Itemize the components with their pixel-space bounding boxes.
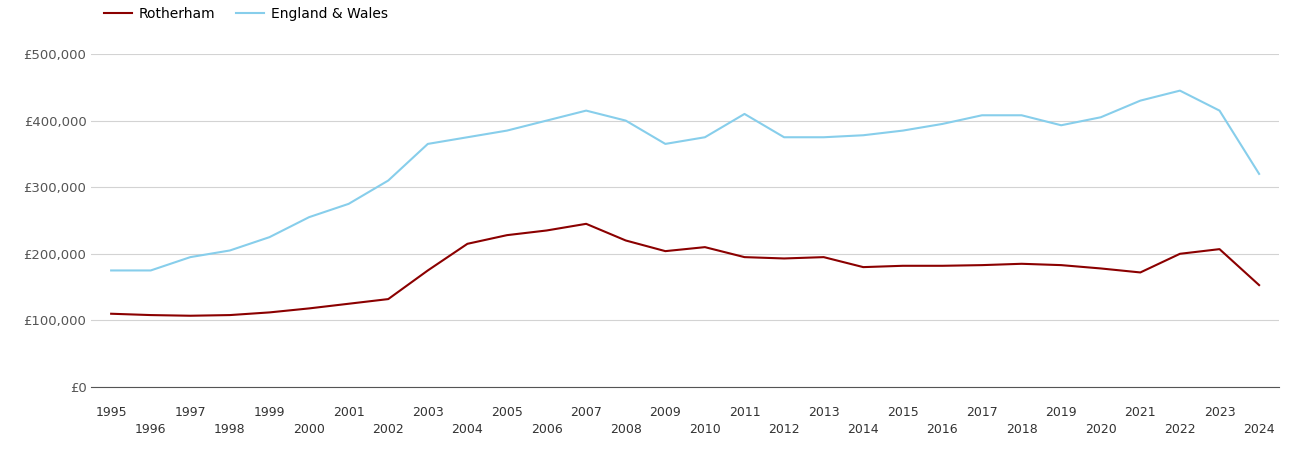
England & Wales (1094, 115, 1109, 120)
Rotherham (500, 233, 515, 238)
Text: 2013: 2013 (808, 406, 839, 419)
Text: 2010: 2010 (689, 423, 720, 436)
Rotherham (895, 263, 911, 269)
Rotherham (619, 238, 634, 243)
England & Wales (1172, 88, 1188, 93)
England & Wales (658, 141, 673, 147)
England & Wales (103, 268, 119, 273)
England & Wales (381, 178, 397, 183)
Text: 2002: 2002 (372, 423, 405, 436)
Rotherham (578, 221, 594, 226)
Rotherham (539, 228, 555, 233)
England & Wales (1053, 122, 1069, 128)
England & Wales (737, 111, 753, 117)
Rotherham (975, 262, 990, 268)
England & Wales (1133, 98, 1148, 104)
England & Wales (341, 201, 356, 207)
England & Wales (144, 268, 159, 273)
Rotherham (737, 254, 753, 260)
England & Wales (816, 135, 831, 140)
Rotherham (816, 254, 831, 260)
Text: 2014: 2014 (847, 423, 880, 436)
Rotherham (381, 297, 397, 302)
Rotherham (262, 310, 278, 315)
England & Wales (183, 254, 198, 260)
Text: 1997: 1997 (175, 406, 206, 419)
Text: 2000: 2000 (294, 423, 325, 436)
England & Wales (776, 135, 792, 140)
Text: 2024: 2024 (1244, 423, 1275, 436)
Text: 2020: 2020 (1084, 423, 1117, 436)
Text: 2016: 2016 (927, 423, 958, 436)
Text: 2003: 2003 (412, 406, 444, 419)
Text: 1995: 1995 (95, 406, 127, 419)
Rotherham (776, 256, 792, 261)
Rotherham (1094, 266, 1109, 271)
Rotherham (1133, 270, 1148, 275)
Text: 2021: 2021 (1125, 406, 1156, 419)
Rotherham (103, 311, 119, 316)
England & Wales (539, 118, 555, 123)
England & Wales (1251, 171, 1267, 176)
Rotherham (459, 241, 475, 247)
Text: 2017: 2017 (966, 406, 998, 419)
England & Wales (619, 118, 634, 123)
Rotherham (301, 306, 317, 311)
England & Wales (856, 133, 872, 138)
Text: 2012: 2012 (769, 423, 800, 436)
Rotherham (697, 244, 713, 250)
England & Wales (975, 112, 990, 118)
Rotherham (144, 312, 159, 318)
Text: 2005: 2005 (491, 406, 523, 419)
Text: 2008: 2008 (609, 423, 642, 436)
England & Wales (1014, 112, 1030, 118)
Rotherham (934, 263, 950, 269)
Rotherham (183, 313, 198, 319)
Text: 2023: 2023 (1203, 406, 1236, 419)
Text: 1998: 1998 (214, 423, 245, 436)
England & Wales (895, 128, 911, 133)
Rotherham (222, 312, 238, 318)
Rotherham (856, 265, 872, 270)
Rotherham (658, 248, 673, 254)
England & Wales (578, 108, 594, 113)
Text: 2022: 2022 (1164, 423, 1195, 436)
Rotherham (1053, 262, 1069, 268)
Legend: Rotherham, England & Wales: Rotherham, England & Wales (98, 1, 393, 26)
England & Wales (459, 135, 475, 140)
Rotherham (341, 301, 356, 306)
Line: England & Wales: England & Wales (111, 90, 1259, 270)
Rotherham (1172, 251, 1188, 256)
Text: 2011: 2011 (728, 406, 761, 419)
Text: 1999: 1999 (253, 406, 286, 419)
Rotherham (1014, 261, 1030, 266)
England & Wales (1212, 108, 1228, 113)
England & Wales (697, 135, 713, 140)
Text: 2018: 2018 (1006, 423, 1037, 436)
Rotherham (420, 268, 436, 273)
Text: 2004: 2004 (452, 423, 483, 436)
Text: 2015: 2015 (887, 406, 919, 419)
Text: 2019: 2019 (1045, 406, 1077, 419)
Text: 2007: 2007 (570, 406, 602, 419)
Text: 2001: 2001 (333, 406, 364, 419)
Line: Rotherham: Rotherham (111, 224, 1259, 316)
England & Wales (262, 234, 278, 240)
England & Wales (301, 215, 317, 220)
England & Wales (934, 121, 950, 126)
Text: 1996: 1996 (134, 423, 167, 436)
Text: 2009: 2009 (650, 406, 681, 419)
Rotherham (1251, 283, 1267, 288)
England & Wales (420, 141, 436, 147)
England & Wales (222, 248, 238, 253)
England & Wales (500, 128, 515, 133)
Text: 2006: 2006 (531, 423, 562, 436)
Rotherham (1212, 247, 1228, 252)
